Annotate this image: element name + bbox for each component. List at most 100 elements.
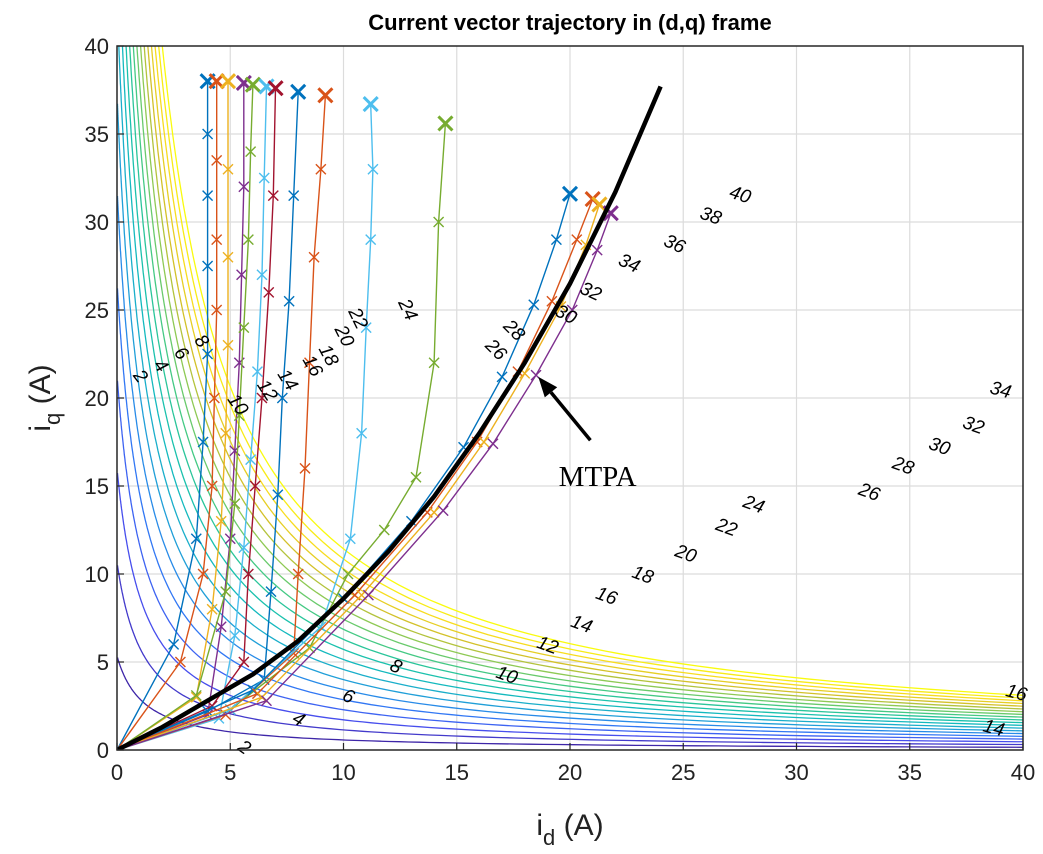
trajectory-marker	[202, 190, 214, 202]
trajectory-marker	[344, 533, 356, 545]
y-tick-label: 20	[85, 386, 109, 411]
y-tick-label: 0	[97, 738, 109, 763]
trajectory-marker	[362, 96, 379, 113]
contour-line-38	[158, 46, 1023, 699]
trajectory-marker	[238, 322, 250, 334]
trajectory-marker	[222, 251, 234, 263]
trajectory-marker	[206, 480, 218, 492]
x-axis-label-sub: d	[543, 825, 555, 850]
trajectory-marker	[256, 269, 268, 281]
trajectory-marker	[428, 357, 440, 369]
trajectory-marker	[362, 589, 374, 601]
trajectory-marker	[229, 498, 241, 510]
contour-line-36	[154, 46, 1023, 702]
trajectory-marker	[308, 251, 320, 263]
contour-line-10	[117, 288, 1023, 738]
trajectory-marker	[190, 689, 202, 701]
trajectory-marker	[342, 568, 354, 580]
trajectory-marker	[249, 480, 261, 492]
trajectory-marker	[288, 647, 300, 659]
trajectory-marker	[238, 181, 250, 193]
y-tick-label: 30	[85, 210, 109, 235]
trajectory-marker	[245, 146, 257, 158]
x-tick-label: 5	[224, 760, 236, 785]
trajectory-marker	[211, 154, 223, 166]
trajectory-marker	[276, 392, 288, 404]
y-axis-label-main: i	[24, 425, 57, 432]
trajectory-marker	[190, 533, 202, 545]
trajectory-marker	[220, 586, 232, 598]
x-tick-label: 0	[111, 760, 123, 785]
x-axis-label: id (A)	[536, 809, 603, 850]
y-axis-label-unit: (A)	[24, 364, 57, 412]
trajectory-marker	[242, 234, 254, 246]
trajectory-marker	[208, 392, 220, 404]
trajectory-3	[117, 73, 237, 750]
trajectory-marker	[437, 115, 454, 132]
trajectory-15	[117, 205, 619, 750]
contour-line-24	[132, 46, 1023, 718]
trajectory-marker	[365, 234, 377, 246]
y-axis-ticks: 0 5 10 15 20 25 30 35 40	[85, 34, 124, 763]
y-tick-label: 25	[85, 298, 109, 323]
trajectory-marker	[437, 505, 449, 517]
trajectory-marker	[272, 489, 284, 501]
trajectory-marker	[211, 234, 223, 246]
mtpa-annotation: MTPA	[538, 376, 637, 493]
trajectory-marker	[197, 568, 209, 580]
trajectory-marker	[478, 436, 490, 448]
trajectory-marker	[591, 196, 608, 213]
y-tick-label: 40	[85, 34, 109, 59]
trajectory-marker	[263, 286, 275, 298]
trajectory-marker	[496, 371, 508, 383]
trajectory-marker	[244, 76, 261, 93]
trajectory-marker	[202, 128, 214, 140]
trajectory-marker	[211, 304, 223, 316]
y-axis-label-sub: q	[40, 413, 65, 425]
trajectory-marker	[546, 295, 558, 307]
trajectory-marker	[267, 190, 279, 202]
trajectory-marker	[256, 392, 268, 404]
trajectory-marker	[367, 163, 379, 175]
trajectory-marker	[174, 656, 186, 668]
trajectory-marker	[236, 269, 248, 281]
y-tick-label: 10	[85, 562, 109, 587]
trajectory-marker	[222, 339, 234, 351]
trajectory-marker	[197, 436, 209, 448]
trajectory-marker	[215, 515, 227, 527]
y-axis-label: iq (A)	[24, 364, 65, 431]
trajectory-5	[117, 76, 261, 750]
trajectory-marker	[290, 83, 307, 100]
trajectory-marker	[304, 357, 316, 369]
contour-line-12	[117, 196, 1023, 735]
contour-line-4	[117, 565, 1023, 746]
x-tick-label: 25	[671, 760, 695, 785]
x-tick-label: 20	[558, 760, 582, 785]
trajectory-marker	[591, 244, 603, 256]
mtpa-label: MTPA	[559, 461, 637, 493]
trajectory-marker	[202, 260, 214, 272]
trajectory-marker	[566, 304, 578, 316]
trajectory-marker	[265, 586, 277, 598]
grid-lines	[117, 46, 1023, 750]
trajectory-series	[117, 73, 619, 750]
contour-line-14	[117, 103, 1023, 732]
trajectory-marker	[428, 506, 440, 518]
trajectory-marker	[433, 216, 445, 228]
trajectory-marker	[245, 454, 257, 466]
x-tick-label: 15	[445, 760, 469, 785]
trajectory-marker	[378, 524, 390, 536]
trajectory-marker	[550, 234, 562, 246]
contour-line-22	[128, 46, 1023, 721]
trajectory-marker	[299, 462, 311, 474]
trajectory-1	[117, 73, 216, 750]
contour-line-32	[147, 46, 1023, 707]
trajectory-marker	[251, 366, 263, 378]
trajectory-marker	[229, 630, 241, 642]
trajectory-marker	[528, 299, 540, 311]
trajectory-marker	[238, 542, 250, 554]
y-tick-label: 5	[97, 650, 109, 675]
trajectory-marker	[317, 87, 334, 104]
trajectory-marker	[224, 533, 236, 545]
y-tick-label: 35	[85, 122, 109, 147]
